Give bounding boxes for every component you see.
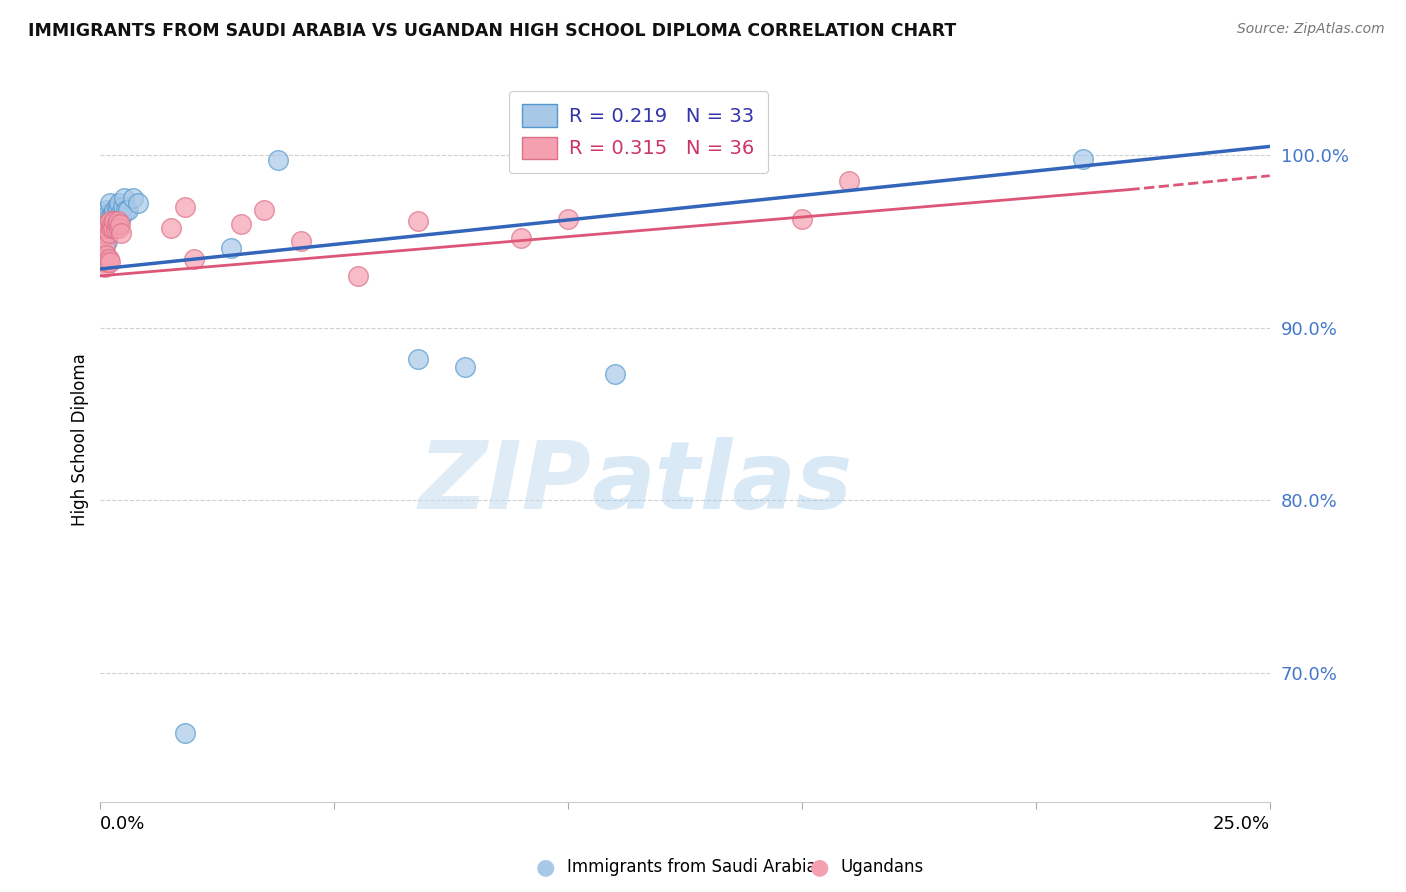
Point (112, 191, 135, 205)
Point (290, 235, 312, 249)
Point (94, 248, 117, 262)
Point (97, 226, 120, 240)
Text: ●: ● (536, 857, 555, 877)
Point (94, 220, 117, 235)
Point (173, 200, 195, 214)
Point (127, 196, 149, 211)
Point (96, 217, 118, 231)
Text: atlas: atlas (592, 437, 852, 529)
Point (103, 203, 125, 218)
Point (159, 220, 181, 235)
Point (108, 220, 131, 235)
Point (103, 213, 125, 227)
Point (110, 226, 132, 240)
Point (108, 207, 131, 221)
Point (1071, 152, 1094, 166)
Point (110, 210, 132, 224)
Text: Ugandans: Ugandans (841, 858, 924, 876)
Point (98, 255, 121, 269)
Point (454, 360, 477, 375)
Point (173, 726, 195, 740)
Point (91, 231, 114, 245)
Point (103, 220, 125, 235)
Point (93, 255, 115, 269)
Point (94, 260, 117, 275)
Point (94, 220, 117, 235)
Point (93, 217, 115, 231)
Text: ●: ● (810, 857, 830, 877)
Point (790, 211, 813, 226)
Point (107, 213, 129, 227)
Point (94, 226, 117, 240)
Point (101, 213, 124, 227)
Point (111, 200, 134, 214)
Point (96, 255, 118, 269)
Point (103, 207, 125, 221)
Point (408, 351, 430, 366)
Text: 25.0%: 25.0% (1212, 815, 1270, 833)
Point (104, 220, 127, 235)
Point (96, 203, 118, 218)
Point (101, 217, 124, 231)
Point (229, 217, 252, 231)
Point (93, 231, 115, 245)
Point (253, 203, 276, 218)
Text: Immigrants from Saudi Arabia: Immigrants from Saudi Arabia (567, 858, 817, 876)
Point (557, 211, 579, 226)
Legend: R = 0.219   N = 33, R = 0.315   N = 36: R = 0.219 N = 33, R = 0.315 N = 36 (509, 91, 768, 173)
Point (115, 203, 138, 218)
Point (98, 196, 121, 211)
Point (105, 200, 128, 214)
Point (603, 367, 626, 381)
Point (105, 217, 128, 231)
Point (100, 210, 122, 224)
Point (94, 237, 117, 252)
Y-axis label: High School Diploma: High School Diploma (72, 353, 89, 526)
Point (107, 203, 129, 218)
Point (117, 203, 139, 218)
Point (108, 196, 131, 211)
Point (98, 213, 121, 227)
Point (510, 231, 533, 245)
Point (104, 211, 127, 226)
Point (93, 226, 115, 240)
Point (94, 237, 117, 252)
Text: ZIP: ZIP (419, 437, 592, 529)
Point (221, 241, 243, 255)
Point (100, 220, 122, 235)
Point (97, 210, 120, 224)
Text: IMMIGRANTS FROM SAUDI ARABIA VS UGANDAN HIGH SCHOOL DIPLOMA CORRELATION CHART: IMMIGRANTS FROM SAUDI ARABIA VS UGANDAN … (28, 22, 956, 40)
Point (91, 252, 114, 266)
Point (96, 235, 118, 249)
Point (346, 268, 368, 283)
Point (267, 153, 290, 168)
Point (108, 217, 131, 231)
Text: 0.0%: 0.0% (100, 815, 146, 833)
Text: Source: ZipAtlas.com: Source: ZipAtlas.com (1237, 22, 1385, 37)
Point (97, 252, 120, 266)
Point (838, 174, 860, 188)
Point (183, 252, 205, 266)
Point (122, 191, 145, 205)
Point (408, 213, 430, 227)
Point (97, 207, 120, 221)
